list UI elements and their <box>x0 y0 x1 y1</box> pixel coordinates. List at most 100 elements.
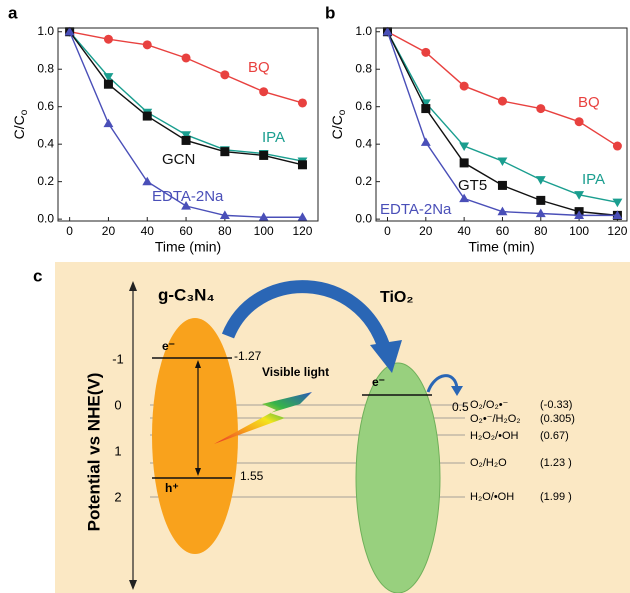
scale-label: 2 <box>114 489 121 504</box>
y-axis-label-main: C/C <box>329 115 345 139</box>
y-tick-label: 0.0 <box>37 211 54 225</box>
marker <box>459 142 470 151</box>
marker <box>103 79 113 89</box>
marker <box>103 34 113 44</box>
marker <box>142 40 152 50</box>
marker <box>420 99 431 108</box>
couple-potential: (-0.33) <box>540 399 572 411</box>
series-label: IPA <box>582 171 605 188</box>
y-tick-label: 0.4 <box>355 136 372 150</box>
x-tick-label: 0 <box>66 224 73 238</box>
couple-potential: (0.305) <box>540 413 575 425</box>
marker <box>459 81 469 91</box>
electron-label: e⁻ <box>162 339 175 353</box>
x-tick-label: 40 <box>141 224 155 238</box>
y-tick-label: 0.0 <box>355 211 372 225</box>
marker <box>497 157 508 166</box>
arrow-head <box>195 360 201 368</box>
series-label: EDTA-2Na <box>380 201 452 218</box>
y-axis-label: C/Co <box>11 109 30 139</box>
arrow-head <box>129 281 137 291</box>
couple-potential: (1.23 ) <box>540 457 572 469</box>
marker <box>64 26 75 36</box>
marker <box>497 180 507 190</box>
y-axis-label-sub: o <box>19 109 30 115</box>
y-tick-label: 1.0 <box>355 24 372 38</box>
y-tick-label: 0.6 <box>355 99 372 113</box>
series <box>64 26 308 221</box>
marker <box>497 96 507 106</box>
scale-label: -1 <box>112 351 124 366</box>
series <box>382 28 623 208</box>
light-label: Visible light <box>262 365 329 379</box>
tio2-band <box>355 362 441 593</box>
marker <box>536 195 546 205</box>
y-tick-label: 0.6 <box>37 99 54 113</box>
y-tick-label: 0.8 <box>355 61 372 75</box>
series-label: GT5 <box>458 177 487 194</box>
marker <box>535 176 546 185</box>
couple-name: H₂O/•OH <box>470 491 514 503</box>
y-tick-label: 0.2 <box>37 174 54 188</box>
vb-value: 1.55 <box>240 469 264 483</box>
couple-name: O₂/O₂•⁻ <box>470 399 509 411</box>
couple-name: O₂•⁻/H₂O₂ <box>470 413 521 425</box>
marker <box>297 212 308 221</box>
marker <box>259 87 269 97</box>
marker <box>574 210 585 219</box>
panel-background <box>55 262 630 593</box>
scale-label: 0 <box>114 397 121 412</box>
x-tick-label: 20 <box>419 224 433 238</box>
cb-value: -1.27 <box>234 349 262 363</box>
couple-name: O₂/H₂O <box>470 457 507 469</box>
marker <box>612 210 623 219</box>
marker <box>574 117 584 127</box>
marker <box>612 141 622 151</box>
x-axis-label: Time (min) <box>468 239 534 255</box>
scale-label: 1 <box>114 443 121 458</box>
marker <box>420 137 431 146</box>
marker <box>459 193 470 203</box>
x-tick-label: 40 <box>457 224 471 238</box>
marker <box>259 150 269 160</box>
marker <box>142 176 153 186</box>
marker <box>219 210 230 219</box>
marker <box>220 70 230 80</box>
panel-label: b <box>325 3 335 22</box>
axis-label: Potential vs NHE(V) <box>84 373 103 532</box>
series-label: GCN <box>162 151 195 168</box>
series-label: BQ <box>578 94 600 111</box>
marker <box>574 191 585 200</box>
marker <box>181 131 192 140</box>
marker <box>181 201 192 210</box>
marker <box>421 47 431 57</box>
marker <box>459 158 469 168</box>
panel-label: c <box>33 266 42 285</box>
marker <box>497 206 508 216</box>
marker <box>535 208 546 218</box>
marker <box>103 73 114 82</box>
series <box>65 27 307 170</box>
x-tick-label: 0 <box>384 224 391 238</box>
hole-label: h⁺ <box>165 481 179 495</box>
small-arrow <box>426 374 459 393</box>
x-tick-label: 60 <box>179 224 193 238</box>
series-line <box>387 31 618 147</box>
x-tick-label: 100 <box>569 224 589 238</box>
material-name: g-C₃N₄ <box>158 285 215 304</box>
x-tick-label: 100 <box>254 224 274 238</box>
x-tick-label: 80 <box>534 224 548 238</box>
marker <box>220 147 230 157</box>
marker <box>142 111 152 121</box>
series <box>65 27 307 108</box>
series <box>382 26 623 219</box>
marker <box>103 118 114 128</box>
marker <box>181 135 191 145</box>
y-axis-label: C/Co <box>329 109 348 139</box>
series-label: EDTA-2Na <box>152 188 224 205</box>
plot-frame <box>57 27 319 222</box>
transfer-arrow <box>221 280 392 353</box>
arrow-head <box>195 468 201 476</box>
x-tick-label: 120 <box>607 224 627 238</box>
